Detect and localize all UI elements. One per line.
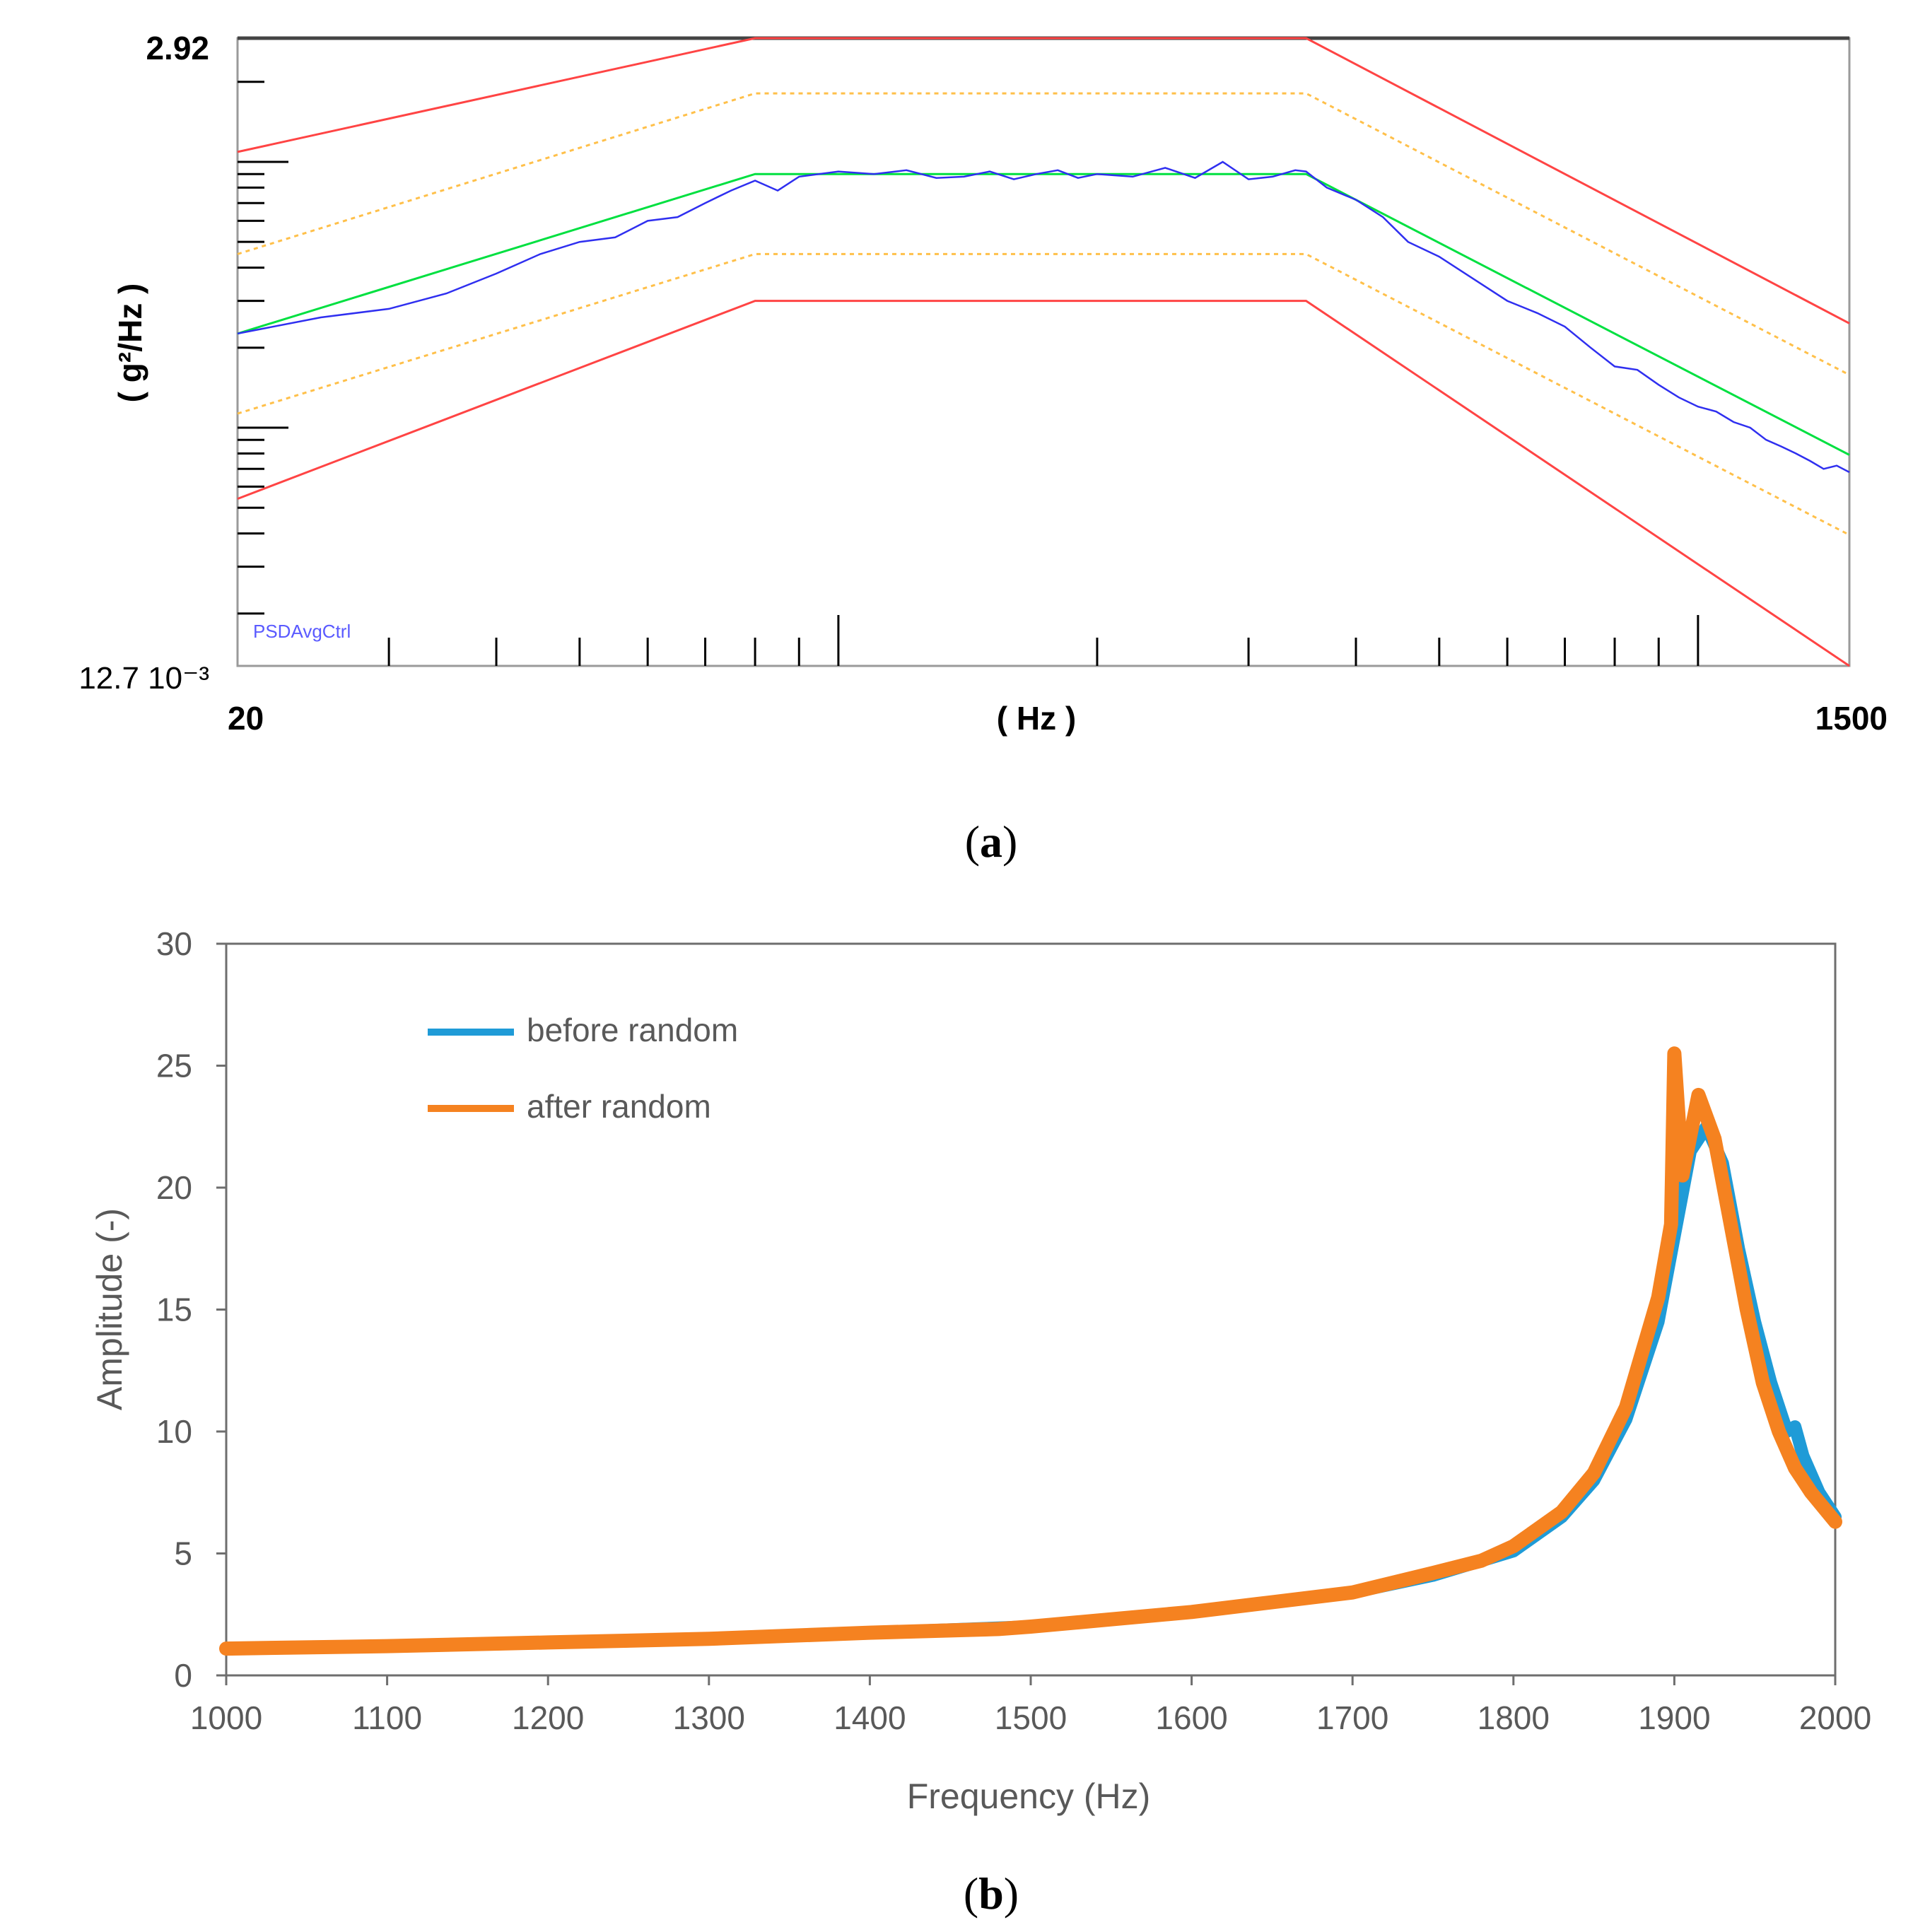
panel-b-xtick-label: 1500 — [995, 1699, 1067, 1736]
panel-b-plot-frame — [225, 942, 1837, 1677]
panel-a-series-abort-upper — [237, 37, 1850, 324]
panel-b-xtick-label: 1000 — [190, 1699, 262, 1736]
panel-a-xtick-left: 20 — [228, 700, 264, 737]
panel-a-series-abort-lower — [237, 300, 1850, 667]
panel-b-ytick-label: 0 — [174, 1657, 192, 1694]
panel-b-xtick-label: 1100 — [352, 1699, 422, 1736]
panel-a-series-reference — [237, 172, 1850, 456]
legend-label-after: after random — [527, 1088, 711, 1125]
panel-a-caption: (a) — [965, 816, 1018, 867]
panel-b-ytick-label: 30 — [156, 925, 192, 962]
panel-a-caption-letter: a — [980, 816, 1002, 867]
panel-b-series-after-random — [219, 1046, 1842, 1656]
panel-a-trace-label: PSDAvgCtrl — [253, 621, 351, 642]
panel-a-ytick-top: 2.92 — [146, 30, 209, 66]
panel-a-xlabel: ( Hz ) — [997, 700, 1076, 737]
panel-a-ticks — [238, 81, 1700, 666]
panel-b-xtick-label: 1900 — [1638, 1699, 1710, 1736]
panel-a-ylabel: ( g²/Hz ) — [112, 283, 148, 403]
legend-label-before: before random — [527, 1012, 738, 1048]
panel-a-series-psdavgctrl — [237, 160, 1850, 474]
panel-b-xtick-label: 1200 — [512, 1699, 584, 1736]
panel-b-xtick-label: 1300 — [673, 1699, 745, 1736]
panel-b-xtick-label: 1600 — [1155, 1699, 1227, 1736]
panel-b-caption-letter: b — [978, 1868, 1004, 1919]
panel-b-xtick-label: 2000 — [1799, 1699, 1871, 1736]
panel-b-xtick-label: 1700 — [1316, 1699, 1388, 1736]
panel-a-series-alarm-upper — [237, 92, 1850, 376]
panel-a-series — [237, 37, 1850, 667]
panel-b-ytick-label: 10 — [156, 1413, 192, 1450]
panel-b-series — [219, 1046, 1842, 1656]
panel-b-ytick-label: 5 — [174, 1535, 192, 1572]
panel-b-xtick-label: 1400 — [833, 1699, 906, 1736]
panel-b: 1000 1100 1200 1300 1400 1500 1600 1700 1800 1900… — [90, 925, 1871, 1919]
panel-a-xtick-right: 1500 — [1815, 700, 1888, 737]
panel-a-series-alarm-lower — [237, 252, 1850, 537]
panel-b-ylabel: Amplitude (-) — [90, 1208, 129, 1410]
panel-a-plot-frame — [236, 37, 1851, 667]
panel-b-ytick-label: 20 — [156, 1169, 192, 1206]
panel-a: PSDAvgCtrl 2.92 12.7 10⁻³ 20 1500 ( Hz )… — [78, 30, 1888, 867]
panel-a-ytick-bottom: 12.7 10⁻³ — [78, 661, 209, 696]
panel-b-caption: (b) — [964, 1868, 1019, 1919]
panel-b-ytick-label: 15 — [156, 1292, 192, 1328]
panel-b-xlabel: Frequency (Hz) — [907, 1776, 1151, 1816]
panel-b-axes: 1000 1100 1200 1300 1400 1500 1600 1700 1800 1900… — [156, 925, 1871, 1736]
panel-b-xtick-label: 1800 — [1478, 1699, 1550, 1736]
panel-b-legend: before random after random — [428, 1012, 738, 1125]
panel-b-ytick-label: 25 — [156, 1048, 192, 1084]
